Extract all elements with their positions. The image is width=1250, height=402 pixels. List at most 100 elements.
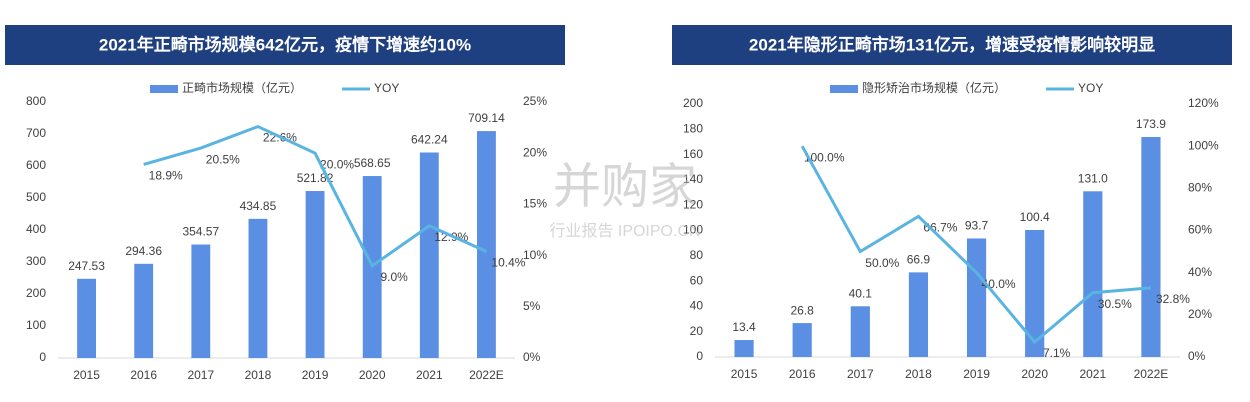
bar [966, 238, 987, 357]
y2-tick-label: 10% [523, 248, 547, 262]
line-label: 30.5% [1098, 297, 1132, 311]
y2-tick-label: 120% [1188, 96, 1219, 110]
y-tick-label: 100 [683, 223, 703, 237]
x-tick-label: 2020 [1021, 367, 1048, 381]
x-tick-label: 2019 [302, 368, 329, 382]
yoy-line [143, 124, 488, 269]
y-tick-label: 500 [26, 190, 46, 204]
bar [248, 218, 268, 358]
line-label: 18.9% [149, 169, 183, 183]
bar [477, 131, 496, 358]
bar [77, 278, 96, 358]
line-label: 32.8% [1156, 292, 1190, 306]
title-banner [5, 25, 565, 65]
y2-tick-label: 20% [1188, 307, 1212, 321]
y2-tick-label: 15% [523, 197, 547, 211]
y-tick-label: 40 [690, 299, 704, 313]
y-tick-label: 140 [683, 172, 703, 186]
y-tick-label: 200 [26, 286, 46, 300]
legend-label: YOY [374, 81, 399, 95]
x-tick-label: 2022E [1134, 367, 1169, 381]
legend-label: 正畸市场规模（亿元） [182, 80, 302, 95]
line-label: 20.0% [320, 157, 354, 171]
line-label: 100.0% [804, 150, 845, 164]
watermark-sub: 行业报告 IPOIPO.CN [549, 222, 700, 240]
bar-label: 13.4 [732, 320, 756, 334]
bar-label: 26.8 [791, 303, 815, 317]
y-tick-label: 120 [683, 197, 703, 211]
x-tick-label: 2017 [187, 368, 214, 382]
bar-label: 100.4 [1020, 210, 1050, 224]
y2-tick-label: 20% [523, 145, 547, 159]
bar [1141, 137, 1161, 357]
y-tick-label: 400 [26, 222, 46, 236]
x-tick-label: 2021 [416, 368, 443, 382]
chart-title: 2021年正畸市场规模642亿元，疫情下增速约10% [99, 34, 471, 54]
legend-label: 隐形矫治市场规模（亿元） [862, 80, 1006, 95]
bar-label: 642.24 [411, 133, 448, 147]
y2-tick-label: 40% [1188, 265, 1212, 279]
bar [1083, 191, 1103, 357]
x-tick-label: 2022E [469, 368, 504, 382]
bar [419, 152, 439, 358]
x-tick-label: 2015 [73, 368, 100, 382]
watermark: 并购家 [553, 161, 697, 214]
bar-label: 709.14 [468, 111, 505, 125]
chart-title: 2021年隐形正畸市场131亿元，增速受疫情影响较明显 [749, 34, 1155, 54]
y-tick-label: 100 [26, 318, 46, 332]
x-tick-label: 2017 [847, 367, 874, 381]
y-tick-label: 800 [26, 94, 46, 108]
x-tick-label: 2021 [1079, 367, 1106, 381]
y-tick-label: 0 [696, 349, 703, 363]
y-tick-label: 300 [26, 254, 46, 268]
y2-tick-label: 25% [523, 94, 547, 108]
y-tick-label: 0 [39, 350, 46, 364]
bar-label: 568.65 [354, 156, 391, 170]
y2-tick-label: 80% [1188, 181, 1212, 195]
x-tick-label: 2019 [963, 367, 990, 381]
y-tick-label: 200 [683, 96, 703, 110]
line-label: 50.0% [865, 256, 899, 270]
bar-label: 173.9 [1136, 117, 1166, 131]
yoy-line [800, 145, 1152, 345]
y-tick-label: 600 [26, 158, 46, 172]
y-tick-label: 160 [683, 147, 703, 161]
legend-swatch [150, 85, 178, 93]
bar-label: 434.85 [240, 199, 277, 213]
x-tick-label: 2020 [359, 368, 386, 382]
bar [305, 191, 325, 358]
bar-label: 294.36 [125, 244, 162, 258]
line-label: 9.0% [381, 270, 409, 284]
chart: 2021年隐形正畸市场131亿元，增速受疫情影响较明显 0 20 40 60 80 100 1… [672, 25, 1232, 381]
legend-label: YOY [1078, 81, 1103, 95]
y2-tick-label: 0% [523, 350, 541, 364]
bar-label: 131.0 [1078, 171, 1108, 185]
bar [134, 263, 154, 358]
x-tick-label: 2018 [245, 368, 272, 382]
bar-label: 40.1 [849, 286, 873, 300]
bar [908, 272, 929, 357]
y-tick-label: 20 [690, 324, 704, 338]
y2-tick-label: 60% [1188, 223, 1212, 237]
x-tick-label: 2015 [731, 367, 758, 381]
bar [1025, 229, 1045, 357]
y-tick-label: 80 [690, 248, 704, 262]
bar-label: 66.9 [907, 253, 931, 267]
bar [191, 244, 211, 358]
y2-tick-label: 5% [523, 299, 541, 313]
line-label: 20.5% [206, 152, 240, 166]
bar [792, 323, 812, 357]
x-tick-label: 2018 [905, 367, 932, 381]
y-tick-label: 700 [26, 126, 46, 140]
chart: 2021年正畸市场规模642亿元，疫情下增速约10% 0 100 200 300 400 5… [5, 25, 565, 382]
y2-tick-label: 0% [1188, 349, 1206, 363]
legend-swatch [830, 85, 858, 93]
y2-tick-label: 100% [1188, 138, 1219, 152]
line-label: 7.1% [1043, 346, 1071, 360]
line-label: 10.4% [491, 256, 525, 270]
bar [734, 340, 754, 357]
y-tick-label: 180 [683, 121, 703, 135]
bar-label: 247.53 [68, 259, 105, 273]
title-banner [672, 25, 1232, 65]
